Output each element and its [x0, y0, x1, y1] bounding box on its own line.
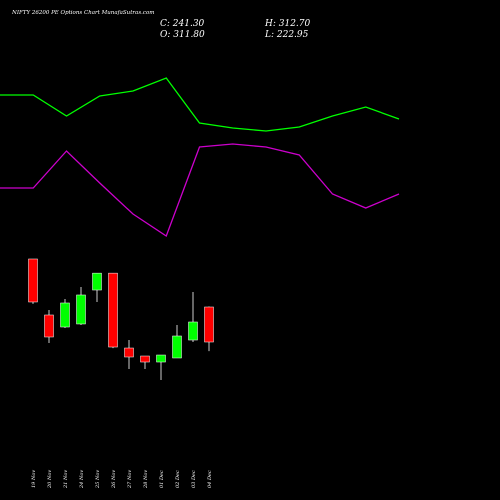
x-tick-label: 26 Nov [111, 470, 117, 489]
candle-body [188, 321, 198, 341]
candle-body [92, 272, 102, 291]
candle-body [204, 306, 214, 343]
low-label: L: 222.95 [264, 30, 309, 40]
candle-body [156, 354, 166, 363]
x-tick-label: 24 Nov [79, 470, 85, 489]
candle-body [124, 347, 134, 358]
candle-body [44, 314, 54, 338]
candle-body [140, 355, 150, 363]
x-tick-label: 25 Nov [95, 470, 101, 489]
candle-body [60, 302, 70, 328]
x-tick-label: 02 Dec [175, 470, 181, 488]
x-tick-label: 03 Dec [191, 470, 197, 488]
open-label: O: 311.80 [160, 30, 205, 40]
x-tick-label: 01 Dec [159, 470, 165, 488]
chart-title: NIFTY 26200 PE Options Chart MunafaSutra… [11, 10, 155, 16]
x-tick-label: 04 Dec [207, 470, 213, 488]
candle-body [172, 335, 182, 359]
close-label: C: 241.30 [160, 19, 205, 29]
high-label: H: 312.70 [264, 19, 311, 29]
x-tick-label: 19 Nov [31, 470, 37, 488]
x-tick-label: 20 Nov [47, 470, 53, 489]
x-tick-label: 27 Nov [127, 470, 133, 489]
candle-body [28, 258, 38, 303]
indicator-line [0, 77, 400, 132]
indicator-line [0, 143, 400, 237]
candle-body [108, 272, 118, 348]
x-tick-label: 28 Nov [143, 470, 149, 489]
candle-body [76, 294, 86, 325]
x-tick-label: 21 Nov [63, 470, 69, 489]
